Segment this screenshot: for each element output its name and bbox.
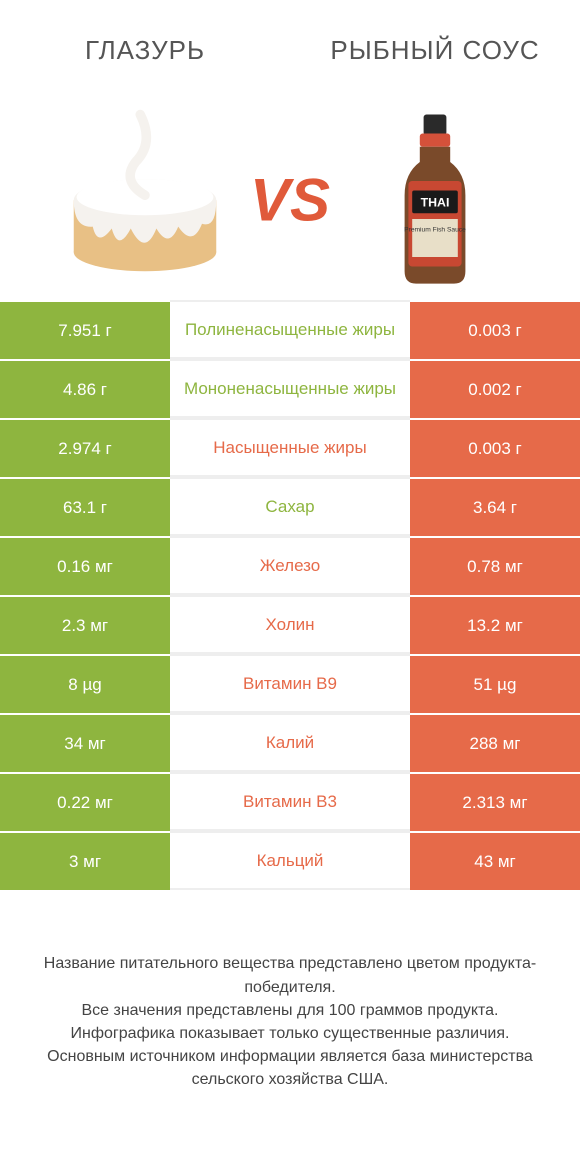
table-row: 0.22 мгВитамин B32.313 мг (0, 772, 580, 831)
nutrient-label: Сахар (170, 477, 410, 536)
value-right: 51 µg (410, 654, 580, 713)
table-row: 2.974 гНасыщенные жиры0.003 г (0, 418, 580, 477)
value-right: 43 мг (410, 831, 580, 890)
value-left: 7.951 г (0, 300, 170, 359)
value-left: 34 мг (0, 713, 170, 772)
value-right: 0.003 г (410, 300, 580, 359)
nutrient-label: Железо (170, 536, 410, 595)
nutrient-label: Кальций (170, 831, 410, 890)
footer-notes: Название питательного вещества представл… (0, 890, 580, 1174)
value-right: 2.313 мг (410, 772, 580, 831)
value-left: 0.16 мг (0, 536, 170, 595)
table-row: 0.16 мгЖелезо0.78 мг (0, 536, 580, 595)
nutrient-label: Мононенасыщенные жиры (170, 359, 410, 418)
value-right: 0.78 мг (410, 536, 580, 595)
bottle-icon: THAI Premium Fish Sauce (340, 105, 530, 295)
value-left: 8 µg (0, 654, 170, 713)
nutrient-label: Холин (170, 595, 410, 654)
nutrition-table: 7.951 гПолиненасыщенные жиры0.003 г4.86 … (0, 300, 580, 890)
table-row: 3 мгКальций43 мг (0, 831, 580, 890)
nutrient-label: Калий (170, 713, 410, 772)
table-row: 34 мгКалий288 мг (0, 713, 580, 772)
table-row: 7.951 гПолиненасыщенные жиры0.003 г (0, 300, 580, 359)
title-row: ГЛАЗУРЬ РЫБНЫЙ СОУС (0, 0, 580, 100)
value-right: 13.2 мг (410, 595, 580, 654)
product-right-image: THAI Premium Fish Sauce (290, 100, 580, 300)
value-right: 0.002 г (410, 359, 580, 418)
table-row: 2.3 мгХолин13.2 мг (0, 595, 580, 654)
nutrient-label: Полиненасыщенные жиры (170, 300, 410, 359)
product-left-title: ГЛАЗУРЬ (0, 36, 290, 65)
nutrient-label: Витамин B9 (170, 654, 410, 713)
value-left: 63.1 г (0, 477, 170, 536)
value-left: 2.974 г (0, 418, 170, 477)
product-left-image (0, 100, 290, 300)
table-row: 8 µgВитамин B951 µg (0, 654, 580, 713)
nutrient-label: Витамин B3 (170, 772, 410, 831)
footer-text: Название питательного вещества представл… (30, 952, 550, 1091)
cake-icon (50, 105, 240, 295)
nutrient-label: Насыщенные жиры (170, 418, 410, 477)
value-right: 288 мг (410, 713, 580, 772)
table-row: 63.1 гСахар3.64 г (0, 477, 580, 536)
value-right: 3.64 г (410, 477, 580, 536)
svg-text:THAI: THAI (421, 196, 450, 210)
value-left: 0.22 мг (0, 772, 170, 831)
infographic-container: ГЛАЗУРЬ РЫБНЫЙ СОУС VS THAI (0, 0, 580, 1174)
value-right: 0.003 г (410, 418, 580, 477)
value-left: 2.3 мг (0, 595, 170, 654)
table-row: 4.86 гМононенасыщенные жиры0.002 г (0, 359, 580, 418)
image-row: VS THAI Premium Fish Sauce (0, 100, 580, 300)
product-right-title: РЫБНЫЙ СОУС (290, 36, 580, 65)
vs-label: VS (250, 166, 330, 235)
svg-text:Premium Fish Sauce: Premium Fish Sauce (404, 226, 466, 233)
value-left: 4.86 г (0, 359, 170, 418)
value-left: 3 мг (0, 831, 170, 890)
